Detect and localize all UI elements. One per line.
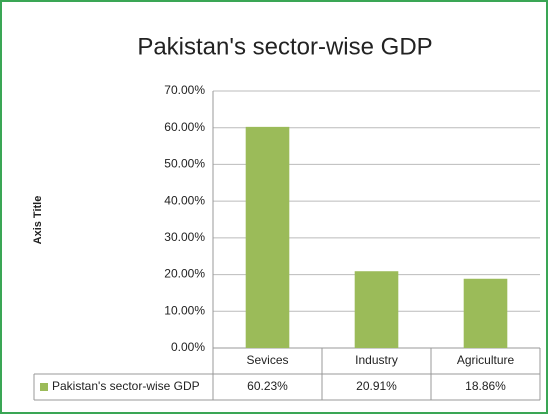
table-value: 60.23%	[247, 379, 288, 393]
x-tick-label: Industry	[355, 353, 398, 367]
bar	[463, 278, 508, 348]
legend-key	[40, 383, 48, 391]
chart-title: Pakistan's sector-wise GDP	[137, 33, 432, 60]
bar	[245, 126, 290, 348]
legend-label: Pakistan's sector-wise GDP	[52, 379, 200, 393]
y-axis-title: Axis Title	[32, 196, 44, 245]
table-value: 20.91%	[356, 379, 397, 393]
y-tick-label: 50.00%	[164, 157, 205, 171]
y-tick-label: 30.00%	[164, 230, 205, 244]
y-tick-label: 10.00%	[164, 303, 205, 317]
y-tick-label: 60.00%	[164, 120, 205, 134]
y-tick-label: 0.00%	[171, 340, 205, 354]
y-tick-label: 70.00%	[164, 83, 205, 97]
x-tick-label: Sevices	[246, 353, 288, 367]
y-tick-label: 40.00%	[164, 193, 205, 207]
table-value: 18.86%	[465, 379, 506, 393]
y-tick-label: 20.00%	[164, 267, 205, 281]
bar	[354, 271, 399, 348]
x-tick-label: Agriculture	[457, 353, 515, 367]
